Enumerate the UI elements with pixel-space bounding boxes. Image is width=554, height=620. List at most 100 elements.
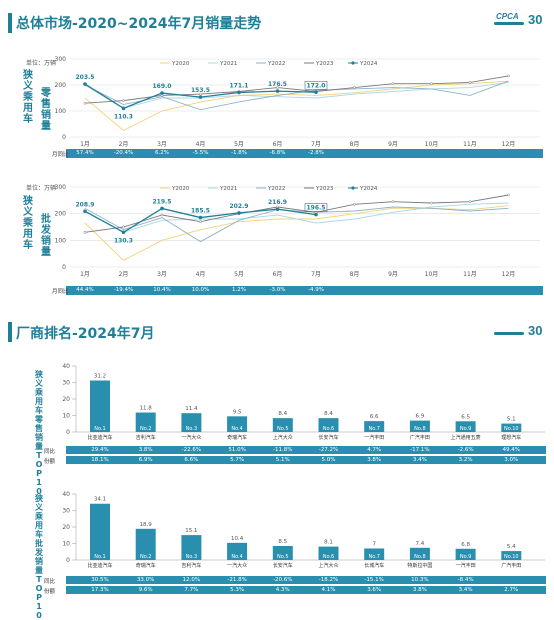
y-tick-label: 300 bbox=[55, 184, 67, 191]
yoy-cell: -3.0% bbox=[269, 287, 286, 293]
legend-label: Y2020 bbox=[171, 186, 190, 192]
brand-label: 吉利汽车 bbox=[181, 562, 201, 569]
brand-label: 比亚迪汽车 bbox=[87, 434, 112, 441]
chart2-side-label-b: 批 发 销 量 bbox=[41, 214, 51, 258]
share-cell: 18.1% bbox=[91, 457, 109, 463]
bar-rank-label: No.3 bbox=[186, 554, 197, 560]
yoy-cell: -6.8% bbox=[269, 150, 286, 156]
share-strip bbox=[66, 586, 546, 594]
brand-label: 一汽丰田 bbox=[456, 562, 476, 569]
x-tick-label: 11月 bbox=[463, 271, 477, 278]
data-label: 172.0 bbox=[307, 82, 326, 89]
yoy-cell: 44.4% bbox=[76, 287, 94, 293]
x-tick-label: 5月 bbox=[234, 141, 244, 148]
bar-value-label: 8.4 bbox=[324, 411, 333, 417]
x-tick-label: 7月 bbox=[311, 141, 321, 148]
yoy-cell: 57.4% bbox=[76, 150, 94, 156]
bar-value-label: 5.1 bbox=[507, 417, 516, 423]
share-cell: 3.2% bbox=[458, 457, 473, 463]
bar bbox=[135, 528, 156, 560]
legend-label: Y2021 bbox=[219, 61, 237, 67]
x-tick-label: 2月 bbox=[119, 141, 129, 148]
side-label-char: 1 bbox=[36, 602, 42, 611]
brand-label: 一汽大众 bbox=[181, 434, 201, 441]
section-title-2: 厂商排名-2024年7月 bbox=[16, 326, 155, 342]
data-point bbox=[314, 212, 318, 217]
brand-label: 长安汽车 bbox=[318, 434, 338, 441]
bar-rank-label: No.4 bbox=[231, 426, 242, 432]
retail-line-chart: 0 100 200 300 Y2020 Y2021 Y2022 Y2023 Y2024 203.5… bbox=[55, 56, 540, 148]
share-cell: 3.4% bbox=[458, 587, 473, 593]
yoy-cell: 10.0% bbox=[191, 287, 210, 293]
data-point bbox=[237, 211, 241, 215]
bar-value-label: 11.8 bbox=[140, 406, 153, 412]
cpca-logo-swoosh bbox=[494, 22, 524, 25]
cpca-logo-swoosh bbox=[494, 332, 524, 335]
anniversary-logo-2: 30 bbox=[528, 323, 543, 338]
bar-rank-label: No.1 bbox=[94, 426, 105, 432]
bar-rank-label: No.1 bbox=[94, 554, 105, 560]
data-label-box bbox=[304, 203, 328, 212]
brand-label: 吉利汽车 bbox=[136, 434, 156, 441]
x-tick-label: 10月 bbox=[425, 271, 439, 278]
side-label-char: 量 bbox=[35, 566, 43, 575]
data-point bbox=[199, 92, 202, 96]
bar bbox=[181, 535, 202, 560]
chart1-yoy-strip bbox=[66, 149, 543, 158]
share-cell: 3.8% bbox=[412, 587, 427, 593]
yoy-cell: -18.2% bbox=[318, 577, 339, 583]
data-point bbox=[507, 193, 510, 197]
y-tick-label: 10 bbox=[62, 413, 70, 420]
data-point bbox=[122, 225, 125, 229]
yoy-cell: 49.4% bbox=[502, 447, 521, 453]
data-label: 176.5 bbox=[268, 81, 287, 88]
data-label: 130.3 bbox=[114, 237, 133, 244]
yoy-cell: 51.0% bbox=[228, 447, 246, 453]
share-cell: 6.6% bbox=[184, 457, 199, 463]
chart2-unit: 单位：万辆 bbox=[26, 185, 57, 192]
y-tick-label: 30 bbox=[62, 380, 70, 387]
side-label-char: 用 bbox=[35, 397, 43, 406]
bar bbox=[501, 423, 522, 432]
legend-marker bbox=[351, 61, 355, 65]
yoy-cell: 4.7% bbox=[367, 447, 382, 453]
side-label-char: 乘 bbox=[35, 388, 43, 397]
data-point bbox=[353, 86, 356, 89]
series-line-y2020 bbox=[84, 80, 509, 132]
yoy-cell: 30.5% bbox=[91, 577, 109, 583]
data-point bbox=[83, 209, 87, 214]
side-label-char: 发 bbox=[35, 548, 43, 557]
legend-label: Y2024 bbox=[359, 186, 378, 192]
x-tick-label: 12月 bbox=[502, 271, 516, 278]
data-point bbox=[468, 81, 472, 84]
yoy-cell: -2.6% bbox=[457, 447, 474, 453]
y-tick-label: 20 bbox=[62, 524, 70, 531]
y-tick-label: 0 bbox=[62, 264, 66, 271]
bar-rank-label: No.8 bbox=[414, 554, 425, 560]
yoy-cell: -5.5% bbox=[192, 150, 209, 156]
section-marker bbox=[8, 322, 12, 342]
x-tick-label: 12月 bbox=[502, 141, 516, 148]
yoy-cell: -11.8% bbox=[273, 447, 293, 453]
side-label-char: 狭 bbox=[35, 494, 43, 503]
data-label: 169.0 bbox=[153, 83, 172, 90]
side-label-char: 义 bbox=[35, 379, 43, 388]
wholesale-top10-bar-chart: 0 10 20 30 40 34.1 No.1 比亚迪汽车 18.9 No.2 奇瑞汽车 15.1 No… bbox=[62, 491, 545, 569]
side-label-char: 狭 bbox=[35, 370, 43, 379]
share-cell: 3.4% bbox=[412, 457, 427, 463]
y-tick-label: 10 bbox=[62, 541, 70, 548]
x-tick-label: 3月 bbox=[157, 271, 167, 278]
wholesale-line-chart: 0 100 200 300 Y2020 Y2021 Y2022 Y2023 Y2024 208.9… bbox=[55, 184, 540, 278]
bar-rank-label: No.2 bbox=[140, 426, 151, 432]
bar-rank-label: No.6 bbox=[323, 554, 334, 560]
data-point bbox=[391, 200, 395, 204]
bar-value-label: 18.9 bbox=[140, 522, 153, 528]
share-cell: 3.6% bbox=[367, 587, 382, 593]
yoy-cell: -17.1% bbox=[410, 447, 430, 453]
bar-rank-label: No.5 bbox=[277, 426, 288, 432]
bar-value-label: 31.2 bbox=[94, 374, 106, 380]
y-tick-label: 30 bbox=[62, 508, 70, 515]
brand-label: 广汽丰田 bbox=[410, 434, 430, 441]
cpca-logo: CPCA bbox=[494, 10, 524, 32]
x-tick-label: 8月 bbox=[350, 141, 360, 148]
